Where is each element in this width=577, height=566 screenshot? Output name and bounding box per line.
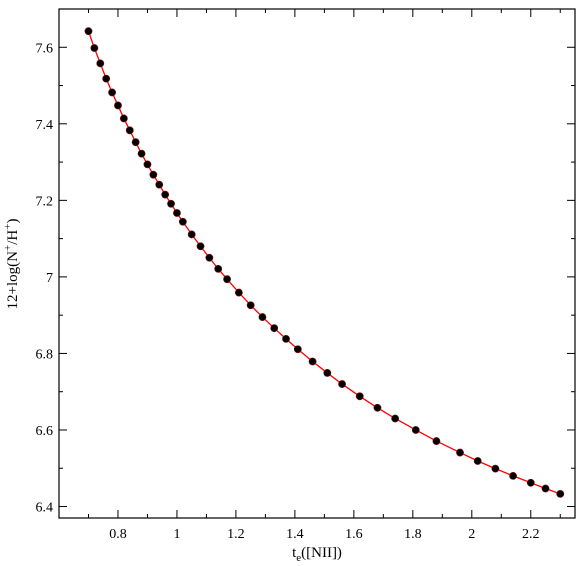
x-tick-label: 2.2 — [522, 527, 540, 542]
data-point — [411, 426, 420, 434]
y-tick-label: 7 — [46, 271, 53, 286]
data-point — [556, 489, 565, 498]
y-axis-label: 12+log(N+/H+) — [2, 219, 21, 310]
x-tick-label: 1.6 — [345, 527, 363, 542]
data-point — [509, 472, 517, 480]
data-point — [473, 457, 482, 465]
data-point — [323, 369, 332, 377]
data-point — [155, 180, 164, 189]
data-point — [173, 209, 181, 217]
data-point — [293, 345, 302, 354]
data-point — [432, 437, 441, 445]
data-point — [102, 74, 111, 83]
data-point — [125, 126, 134, 135]
x-tick-label: 1 — [173, 527, 180, 542]
data-point — [270, 324, 279, 333]
x-tick-label: 1.2 — [227, 527, 245, 542]
data-point — [246, 301, 255, 310]
data-point — [90, 44, 99, 52]
data-point — [456, 448, 464, 457]
data-point — [391, 414, 400, 423]
data-point — [282, 334, 290, 343]
y-tick-label: 6.6 — [36, 424, 54, 439]
data-point — [178, 217, 187, 226]
data-point — [114, 101, 122, 110]
data-point — [187, 230, 196, 239]
data-point — [137, 149, 146, 158]
data-point — [196, 242, 205, 251]
x-tick-label: 0.8 — [109, 527, 127, 542]
data-point — [167, 199, 175, 208]
data-point — [214, 264, 223, 273]
x-tick-label: 2 — [468, 527, 475, 542]
data-point — [84, 27, 93, 36]
x-tick-label: 1.4 — [286, 527, 304, 542]
data-point — [491, 464, 500, 473]
data-point — [131, 138, 140, 147]
y-tick-label: 7.2 — [36, 194, 54, 209]
x-tick-label: 1.8 — [404, 527, 422, 542]
data-point — [96, 59, 105, 68]
data-point — [355, 392, 364, 401]
data-point — [234, 288, 243, 297]
y-tick-label: 6.4 — [36, 501, 54, 516]
data-point — [258, 313, 267, 321]
series-curve — [87, 30, 561, 495]
x-axis-ticks: 0.8 1 1.2 1.4 1.6 1.8 2 2.2 — [87, 9, 561, 542]
y-tick-label: 7.4 — [36, 118, 54, 133]
y-tick-label: 7.6 — [36, 41, 54, 56]
data-point — [541, 484, 550, 493]
series-points — [84, 27, 565, 498]
data-point — [149, 170, 158, 179]
data-point — [223, 275, 231, 284]
y-tick-label: 6.8 — [36, 347, 54, 362]
data-point — [338, 380, 346, 388]
y-axis-ticks: 6.4 6.6 6.8 7 7.2 7.4 7.6 — [36, 8, 575, 516]
data-point — [526, 478, 535, 487]
data-point — [161, 190, 170, 199]
data-point — [205, 253, 214, 262]
data-point — [308, 357, 317, 366]
data-point — [108, 88, 116, 97]
data-point — [143, 160, 152, 169]
plot-frame — [58, 8, 576, 519]
data-point — [373, 403, 382, 412]
x-axis-label: te([NII]) — [292, 545, 342, 564]
data-point — [119, 114, 128, 123]
